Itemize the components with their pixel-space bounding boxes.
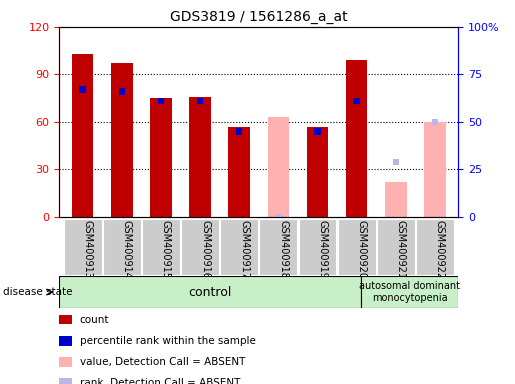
Text: GSM400920: GSM400920 <box>356 220 367 279</box>
Bar <box>181 219 219 275</box>
Text: GSM400913: GSM400913 <box>83 220 93 279</box>
Bar <box>142 219 180 275</box>
Bar <box>79 86 86 93</box>
Bar <box>236 128 243 135</box>
Bar <box>59 336 72 346</box>
Bar <box>111 63 132 217</box>
Bar <box>346 60 367 217</box>
Bar <box>197 98 203 104</box>
Bar <box>64 219 101 275</box>
Text: GSM400921: GSM400921 <box>396 220 406 279</box>
Text: rank, Detection Call = ABSENT: rank, Detection Call = ABSENT <box>80 378 240 384</box>
Bar <box>59 276 360 308</box>
Bar <box>260 219 297 275</box>
Bar <box>392 159 399 165</box>
Text: autosomal dominant
monocytopenia: autosomal dominant monocytopenia <box>359 281 460 303</box>
Text: count: count <box>80 315 109 325</box>
Title: GDS3819 / 1561286_a_at: GDS3819 / 1561286_a_at <box>170 10 348 25</box>
Bar <box>229 127 250 217</box>
Text: GSM400919: GSM400919 <box>317 220 328 279</box>
Text: GSM400914: GSM400914 <box>122 220 132 279</box>
Bar <box>59 357 72 367</box>
Bar <box>307 127 328 217</box>
Bar <box>275 214 282 220</box>
Bar <box>220 219 258 275</box>
Bar <box>103 219 141 275</box>
Text: GSM400922: GSM400922 <box>435 220 445 279</box>
Bar <box>314 128 321 135</box>
Text: GSM400917: GSM400917 <box>239 220 249 279</box>
Text: control: control <box>188 286 232 298</box>
Text: GSM400915: GSM400915 <box>161 220 171 279</box>
Bar <box>299 219 336 275</box>
Bar <box>377 219 415 275</box>
Bar <box>118 88 125 95</box>
Bar <box>432 119 438 125</box>
Bar <box>59 315 72 324</box>
Bar <box>385 182 406 217</box>
Bar <box>268 117 289 217</box>
Bar <box>158 98 164 104</box>
Bar <box>190 97 211 217</box>
Text: value, Detection Call = ABSENT: value, Detection Call = ABSENT <box>80 357 245 367</box>
Bar <box>338 219 375 275</box>
Bar <box>353 98 360 104</box>
Text: disease state: disease state <box>3 287 72 297</box>
Bar <box>59 378 72 384</box>
Bar <box>150 98 171 217</box>
Bar <box>360 276 458 308</box>
Text: GSM400918: GSM400918 <box>278 220 288 279</box>
Bar <box>416 219 454 275</box>
Text: GSM400916: GSM400916 <box>200 220 210 279</box>
Bar <box>72 54 93 217</box>
Text: percentile rank within the sample: percentile rank within the sample <box>80 336 256 346</box>
Bar <box>424 122 445 217</box>
